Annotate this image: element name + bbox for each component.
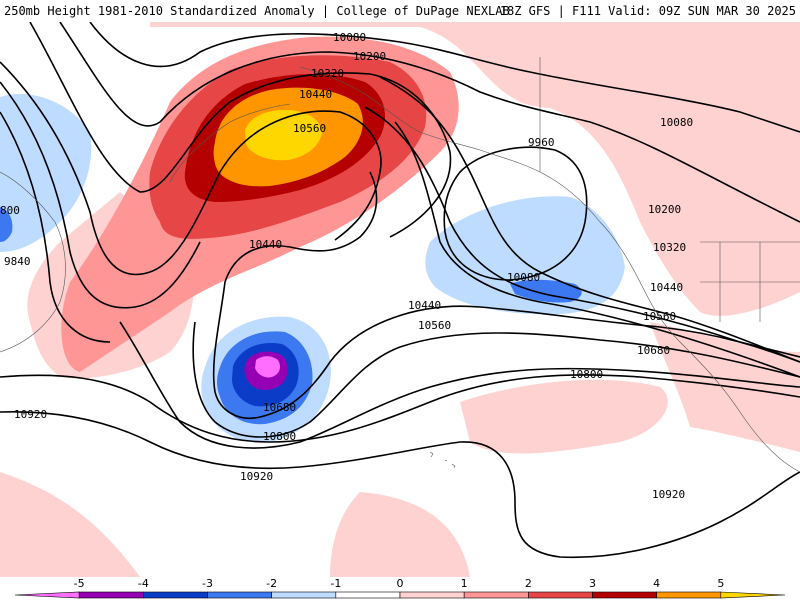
colorbar-tick-label: -1 [330,577,341,590]
contour-label: 10680 [637,344,670,357]
colorbar-tick-label: 4 [653,577,660,590]
anomaly-colorbar: -5 -4 -3 -2 -1 0 1 2 3 4 5 [0,577,800,600]
colorbar-swatch [720,591,786,599]
colorbar-labels: -5 -4 -3 -2 -1 0 1 2 3 4 5 [74,577,725,590]
contour-label: 10440 [650,281,683,294]
contour-label: 10560 [643,310,676,323]
colorbar-tick-label: -4 [138,577,149,590]
contour-label: 10320 [653,241,686,254]
contour-label: 10920 [652,488,685,501]
colorbar-swatch [271,591,337,599]
colorbar-swatch [463,591,529,599]
contour-label: 10080 [333,31,366,44]
contour-label: 10200 [353,50,386,63]
contour-label: 10680 [263,401,296,414]
map-title: 250mb Height 1981-2010 Standardized Anom… [4,4,510,18]
colorbar-swatches [14,591,786,599]
contour-label: 10800 [263,430,296,443]
colorbar-tick-label: -2 [266,577,277,590]
contour-label: 10320 [311,67,344,80]
contour-label: 9840 [4,255,31,268]
colorbar-swatch [528,591,593,599]
height-contours [0,22,800,559]
colorbar-swatch [14,591,80,599]
colorbar-tick-label: 5 [717,577,724,590]
contour-label: 10440 [408,299,441,312]
colorbar-tick-label: 2 [525,577,532,590]
colorbar-tick-label: 3 [589,577,596,590]
contour-labels: 10080 10200 10320 10440 10560 9960 10080… [0,31,693,501]
colorbar-swatch [207,591,272,599]
contour-label: 10920 [14,408,47,421]
colorbar-swatch [335,591,401,599]
colorbar-swatch [592,591,657,599]
map-header: 250mb Height 1981-2010 Standardized Anom… [0,0,800,22]
contour-label: 10200 [648,203,681,216]
colorbar-tick-label: -3 [202,577,213,590]
contour-label: 10800 [570,368,603,381]
contour-label: 10080 [660,116,693,129]
model-valid-time: 18Z GFS | F111 Valid: 09Z SUN MAR 30 202… [499,4,796,18]
contour-label: 10440 [299,88,332,101]
contour-label: 9960 [528,136,555,149]
colorbar-tick-label: 1 [461,577,468,590]
colorbar-swatch [656,591,722,599]
contour-label: 10080 [507,271,540,284]
contour-label: 10440 [249,238,282,251]
colorbar-tick-label: 0 [397,577,404,590]
colorbar-swatch [143,591,208,599]
contour-label: 10560 [418,319,451,332]
negative-anomaly-shading [0,93,625,443]
colorbar-swatch [78,591,144,599]
positive-anomaly-shading [0,22,800,577]
coastlines [0,57,800,473]
contour-label: 10920 [240,470,273,483]
colorbar-swatch [399,591,465,599]
colorbar-tick-label: -5 [74,577,85,590]
anomaly-map: 10080 10200 10320 10440 10560 9960 10080… [0,22,800,577]
contour-label: 10560 [293,122,326,135]
contour-label: 800 [0,204,20,217]
